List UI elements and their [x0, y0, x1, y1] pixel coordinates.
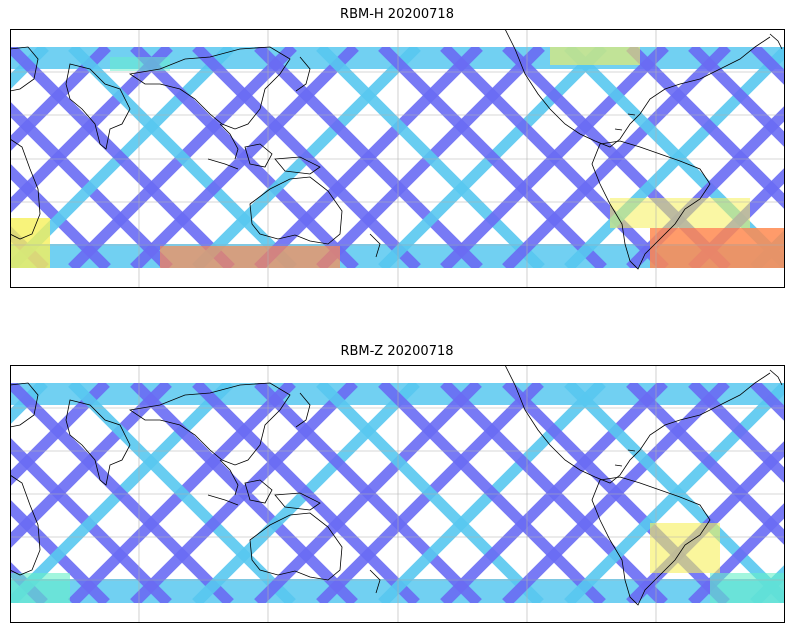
coastline [769, 33, 783, 50]
map-frame [10, 29, 785, 288]
map-panel-rbm-z [10, 365, 785, 623]
highlight-south [160, 246, 340, 268]
coastline [10, 138, 41, 240]
swath-descending [130, 47, 359, 268]
swath-descending [564, 383, 785, 603]
highlight-sa [650, 523, 720, 573]
swath-descending [440, 383, 668, 603]
coastline [249, 512, 343, 581]
map-panel-rbm-h [10, 29, 785, 288]
coastline [207, 494, 239, 506]
swath-descending [254, 383, 482, 603]
coastline [219, 459, 239, 496]
coastline [10, 46, 39, 92]
coastline [591, 140, 711, 270]
coastline [274, 492, 321, 511]
highlight-sw [10, 218, 50, 268]
swath-descending [688, 47, 785, 148]
panel-title-rbm-z: RBM-Z 20200718 [340, 344, 454, 359]
coastline [295, 56, 311, 92]
map-frame [10, 365, 785, 623]
swath-descending [192, 47, 421, 268]
coastlines [10, 29, 783, 270]
highlight-se-2 [610, 198, 750, 228]
highlight-se [710, 573, 785, 603]
coastline [627, 449, 636, 452]
swath-descending [68, 47, 297, 268]
coastline [219, 123, 239, 160]
swath-descending [192, 383, 420, 603]
swath-descending [10, 101, 173, 268]
coastline [295, 392, 311, 428]
coastline [10, 474, 41, 576]
swath-descending [10, 47, 235, 268]
coastline [249, 176, 343, 245]
swath-ascending [10, 383, 110, 487]
coastline [128, 46, 291, 130]
swath-descending [688, 383, 785, 484]
coastline [591, 476, 711, 606]
coastline [614, 464, 623, 467]
highlight-sw [10, 573, 70, 603]
highlight-ne [550, 47, 640, 65]
coastlines [10, 365, 783, 606]
coastline [369, 233, 381, 258]
coastline [128, 382, 291, 466]
coastline [369, 569, 381, 594]
swath-descending [378, 47, 607, 268]
coastline [244, 479, 273, 504]
swath-descending [440, 47, 669, 268]
swath-ascending [10, 47, 111, 152]
swath-descending [68, 383, 296, 603]
highlight-se [650, 228, 785, 268]
gridlines [10, 365, 785, 623]
swath-descending [378, 383, 606, 603]
swath-descending [130, 383, 358, 603]
highlight-n [110, 57, 170, 71]
swath-descending [626, 383, 785, 546]
swath-descending [10, 499, 110, 603]
coastline [65, 63, 131, 150]
swath-descending [10, 437, 172, 603]
coastline [274, 156, 321, 175]
swath-descending [626, 47, 785, 210]
coastline [10, 382, 39, 428]
swath-descending [10, 163, 111, 268]
coastline [614, 128, 623, 131]
coastline [769, 369, 783, 386]
coastline [504, 365, 771, 484]
panel-title-rbm-h: RBM-H 20200718 [340, 7, 454, 22]
coastline [244, 143, 273, 168]
data-layer [10, 383, 785, 603]
coastline [65, 399, 131, 486]
swath-descending [316, 383, 544, 603]
coastline [207, 158, 239, 170]
swath-descending [316, 47, 545, 268]
coastline [627, 113, 636, 116]
coastline [504, 29, 771, 148]
swath-descending [10, 383, 234, 603]
swath-ascending [688, 502, 785, 603]
swath-descending [254, 47, 483, 268]
